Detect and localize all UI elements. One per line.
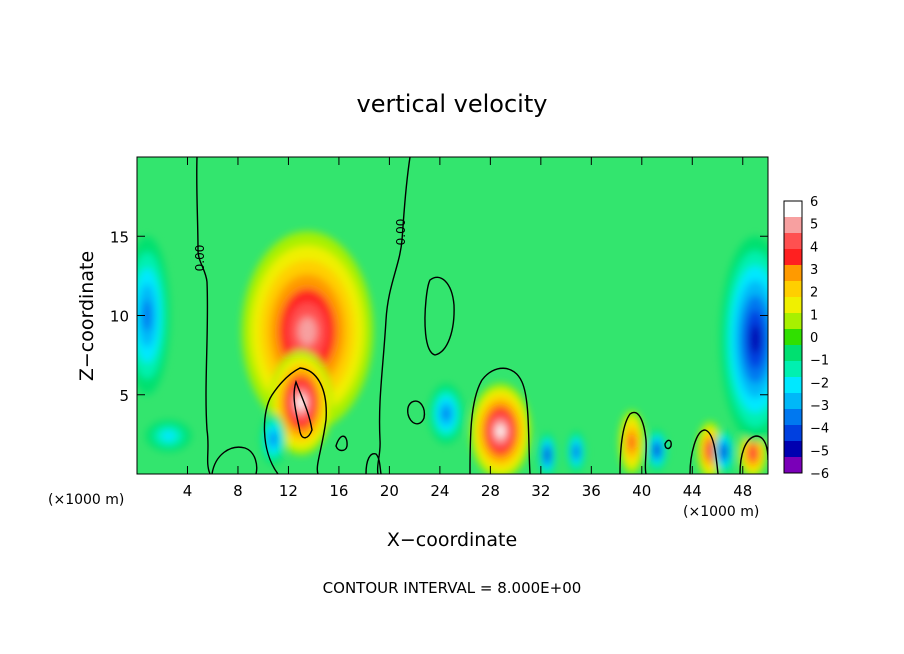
x-axis-label: X−coordinate [387,529,517,551]
colorbar-swatch [784,297,802,314]
plot-area [137,157,768,474]
colorbar-swatch [784,409,802,426]
contour-label-mid: 0.00 [394,219,408,246]
downdraft-cell-7 [720,236,768,443]
x-unit-left: (×1000 m) [48,492,124,508]
colorbar-swatch [784,329,802,346]
zero-contour-low-small [335,435,348,452]
downdraft-cell-13 [646,429,668,471]
zero-contour-cell-40 [619,411,647,474]
x-tick-label: 48 [733,482,752,500]
colorbar-label: 2 [810,286,818,301]
x-tick-label: 36 [582,482,601,500]
x-tick-label: 28 [481,482,500,500]
colorbar-label: −3 [810,399,829,414]
y-tick-label: 5 [119,387,129,405]
zero-contour-left [196,157,211,474]
zero-contour-core [293,379,313,439]
colorbar-label: 0 [810,331,818,346]
colorbar-label: −4 [810,422,829,437]
y-tick-label: 15 [110,228,129,246]
colorbar-frame [783,200,803,474]
colorbar-label: 1 [810,308,818,323]
colorbar-label: −6 [810,467,829,482]
colorbar-swatch [784,425,802,442]
colorbar-label: −5 [810,444,829,459]
downdraft-cell-12 [567,431,586,473]
colorbar: 6 5 4 3 2 1 0 −1 −2 −3 −4 −5 −6 [783,195,829,482]
contour-interval-note: CONTOUR INTERVAL = 8.000E+00 [323,579,582,597]
zero-contour-cell-28 [469,367,531,474]
zero-contour-updraft-ring [263,367,327,474]
zero-contour-cell-49 [739,435,768,474]
y-axis: 5 10 15 [110,228,768,405]
colorbar-swatch [784,249,802,266]
colorbar-swatch [784,265,802,282]
chart-title: vertical velocity [357,90,548,118]
colorbar-swatch [784,201,802,218]
colorbar-swatch [784,281,802,298]
colorbar-label: −1 [810,354,829,369]
colorbar-swatch [784,217,802,234]
downdraft-cell-8 [428,383,464,444]
y-axis-label: Z−coordinate [76,251,98,381]
colorbar-label: 3 [810,263,818,278]
colorbar-label: 6 [810,195,818,210]
colorbar-swatch [784,441,802,458]
downdraft-cell-6 [137,236,170,395]
colorbar-label: 5 [810,218,818,233]
colorbar-swatch [784,361,802,378]
zero-contour-small-loop [407,400,426,425]
x-tick-label: 16 [329,482,348,500]
colorbar-swatch [784,313,802,330]
colorbar-swatch [784,233,802,250]
x-tick-label: 44 [683,482,702,500]
x-tick-label: 4 [183,482,193,500]
zero-contour-low-small-2 [664,439,672,450]
x-axis: 4 8 12 16 20 24 28 32 36 40 44 48 [183,157,752,500]
x-tick-label: 40 [632,482,651,500]
x-tick-label: 12 [279,482,298,500]
downdraft-cell-11 [538,432,556,474]
x-tick-label: 8 [233,482,243,500]
updraft-cell-2 [470,383,531,474]
contour-labels: 0.00 0.00 [193,219,408,272]
colorbar-swatch [784,377,802,394]
colorbar-label: −2 [810,376,829,391]
zero-contour-low-left [211,446,258,474]
contour-label-left: 0.00 [193,245,207,272]
x-tick-label: 20 [380,482,399,500]
colorbar-swatch [784,345,802,362]
x-tick-label: 32 [531,482,550,500]
zero-contour-mid [376,157,411,474]
zero-contour-cell-45 [689,429,719,474]
zero-contour-low-mid [365,453,382,474]
downdraft-cell-14 [713,429,734,474]
x-unit-right: (×1000 m) [683,504,759,520]
zero-contour-upper-cell [424,276,455,356]
updraft-cell-3 [619,410,645,474]
x-tick-label: 24 [430,482,449,500]
zero-contours [196,157,768,474]
downdraft-cell-9 [145,420,192,452]
y-tick-label: 10 [110,308,129,326]
colorbar-label: 4 [810,240,818,255]
colorbar-swatch [784,393,802,410]
colorbar-swatch [784,457,802,474]
